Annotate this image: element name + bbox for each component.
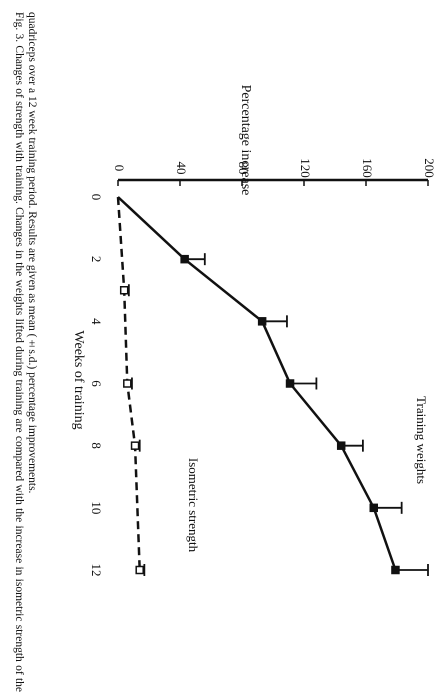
marker (257, 317, 267, 326)
marker (180, 254, 189, 264)
y-tick-label: 40 (174, 162, 189, 175)
y-tick-label: 120 (298, 158, 313, 178)
x-tick-label: 2 (89, 256, 104, 263)
x-tick-label: 8 (89, 442, 104, 449)
marker (285, 379, 295, 388)
marker (369, 503, 378, 513)
caption: Fig. 3. Changes of strength with trainin… (13, 12, 38, 692)
y-axis-label: Percentage increase (238, 85, 253, 196)
series-label: Training weights (414, 396, 429, 484)
x-tick-label: 10 (89, 501, 104, 514)
marker (123, 379, 132, 388)
x-tick-label: 0 (89, 194, 104, 201)
marker (391, 565, 400, 575)
x-tick-label: 4 (89, 318, 104, 325)
marker (130, 441, 140, 450)
x-tick-label: 6 (89, 380, 104, 387)
x-tick-label: 12 (89, 564, 104, 577)
y-tick-label: 80 (236, 162, 251, 175)
marker (336, 441, 346, 450)
y-tick-label: 200 (422, 158, 437, 178)
y-tick-label: 0 (112, 165, 127, 172)
y-tick-label: 160 (360, 158, 375, 178)
marker (135, 565, 144, 575)
x-axis-label: Weeks of training (71, 330, 86, 429)
series-line (117, 196, 397, 571)
marker (119, 286, 129, 295)
series-label: Isometric strength (186, 458, 201, 553)
